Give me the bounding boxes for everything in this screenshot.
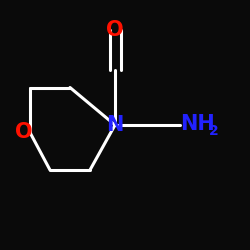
Text: 2: 2 (209, 124, 218, 138)
Text: NH: NH (180, 114, 215, 134)
Text: O: O (15, 122, 32, 142)
Text: N: N (106, 115, 124, 135)
Text: O: O (106, 20, 124, 40)
